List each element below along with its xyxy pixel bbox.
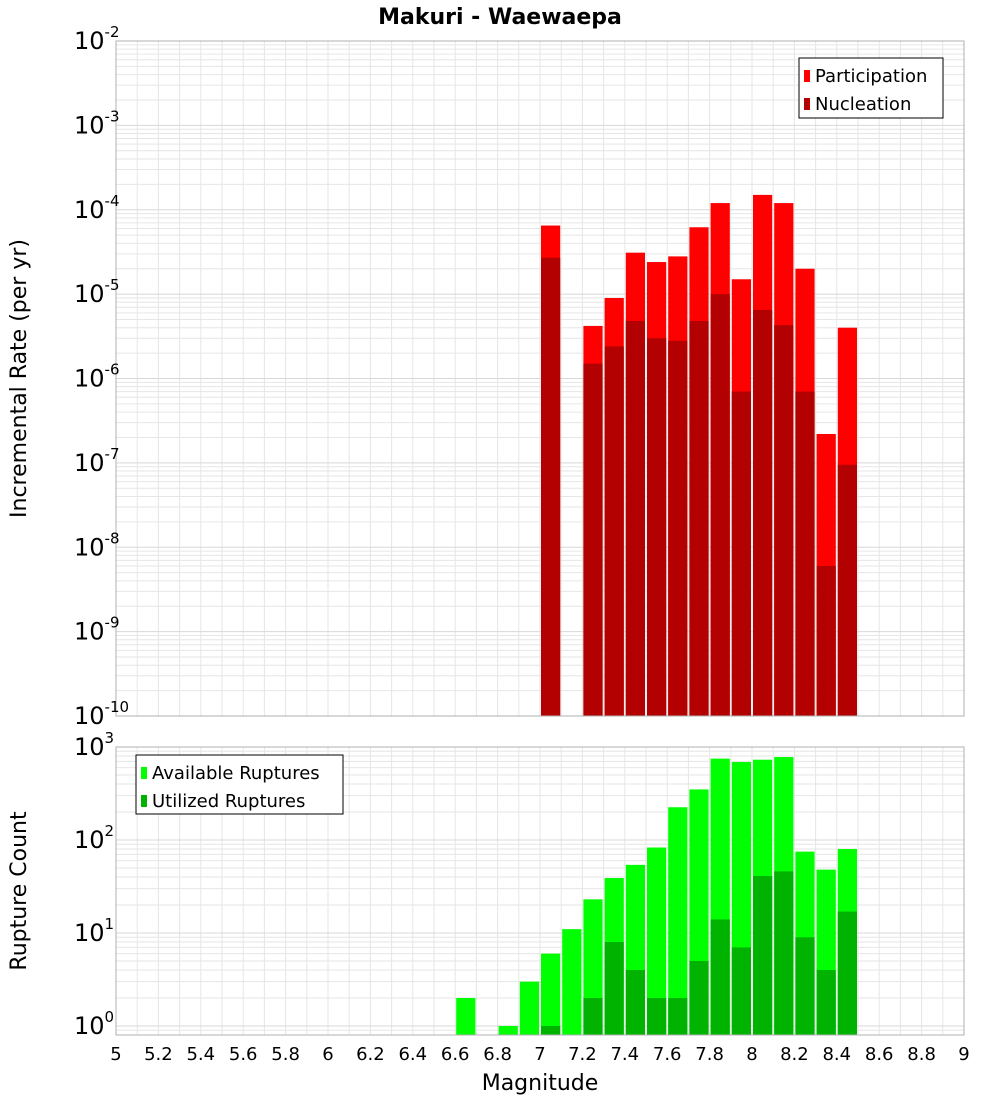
- y-tick-label: 10-9: [74, 614, 120, 646]
- bar-utilized-ruptures: [753, 876, 773, 1035]
- legend-label-nucleation: Nucleation: [815, 94, 911, 115]
- legend-swatch-utilized: [141, 795, 147, 807]
- x-tick-label: 7.4: [610, 1044, 639, 1065]
- x-tick-label: 8.8: [907, 1044, 936, 1065]
- y-tick-label: 10-6: [74, 361, 120, 393]
- bar-nucleation: [604, 346, 624, 716]
- count-legend-box: [135, 754, 344, 815]
- bar-available-ruptures: [668, 807, 688, 1035]
- y-tick-label: 103: [74, 729, 114, 761]
- legend-label-participation: Participation: [815, 66, 927, 87]
- bar-utilized-ruptures: [541, 1025, 561, 1035]
- bar-utilized-ruptures: [795, 937, 815, 1035]
- bar-available-ruptures: [562, 929, 582, 1035]
- count-plot-frame: [115, 746, 965, 1036]
- x-tick-label: 5.8: [271, 1044, 300, 1065]
- bar-utilized-ruptures: [816, 969, 836, 1035]
- bar-nucleation: [647, 338, 667, 716]
- x-tick-label: 8.2: [780, 1044, 809, 1065]
- count-bars: [456, 757, 857, 1035]
- rate-y-axis-label: Incremental Rate (per yr): [7, 239, 32, 518]
- y-tick-label: 10-10: [74, 698, 129, 730]
- x-tick-label: 9: [958, 1044, 969, 1065]
- x-tick-label: 6.2: [356, 1044, 385, 1065]
- x-tick-label: 8.4: [822, 1044, 851, 1065]
- bar-nucleation: [668, 340, 688, 716]
- y-tick-label: 100: [74, 1008, 114, 1040]
- y-tick-label: 10-2: [74, 23, 120, 55]
- bar-utilized-ruptures: [625, 969, 645, 1035]
- rate-gridlines: [115, 41, 965, 717]
- legend-swatch-participation: [804, 70, 810, 82]
- y-tick-label: 10-8: [74, 529, 120, 561]
- x-tick-label: 6.8: [483, 1044, 512, 1065]
- bar-utilized-ruptures: [604, 942, 624, 1035]
- bar-utilized-ruptures: [668, 997, 688, 1035]
- bar-nucleation: [816, 565, 836, 716]
- bar-nucleation: [541, 257, 561, 716]
- bar-nucleation: [583, 363, 603, 716]
- x-tick-label: 5.2: [144, 1044, 173, 1065]
- x-tick-label: 6: [322, 1044, 333, 1065]
- bar-utilized-ruptures: [647, 997, 667, 1035]
- rate-legend-box: [798, 57, 944, 119]
- bar-utilized-ruptures: [774, 871, 794, 1035]
- x-tick-label: 8.6: [865, 1044, 894, 1065]
- bar-nucleation: [795, 391, 815, 716]
- x-tick-label: 7.2: [568, 1044, 597, 1065]
- legend-label-available: Available Ruptures: [152, 763, 320, 784]
- y-tick-label: 10-7: [74, 445, 120, 477]
- x-tick-label: 5.4: [186, 1044, 215, 1065]
- count-panel: 100 101 102 103 Rupture Count Available Rup…: [7, 729, 965, 1040]
- x-tick-label: 7.6: [653, 1044, 682, 1065]
- bar-nucleation: [710, 294, 730, 716]
- rate-bars: [541, 194, 857, 716]
- x-tick-label: 5: [110, 1044, 121, 1065]
- bar-available-ruptures: [519, 981, 539, 1035]
- bar-available-ruptures: [456, 997, 476, 1035]
- bar-nucleation: [753, 309, 773, 716]
- rate-legend: Participation Nucleation: [798, 57, 944, 119]
- bar-utilized-ruptures: [731, 947, 751, 1035]
- count-y-ticks: 100 101 102 103: [74, 729, 114, 1040]
- x-tick-label: 5.6: [229, 1044, 258, 1065]
- bar-utilized-ruptures: [689, 960, 709, 1035]
- chart-title: Makuri - Waewaepa: [378, 5, 622, 30]
- bar-nucleation: [731, 391, 751, 716]
- bar-nucleation: [689, 321, 709, 716]
- bar-nucleation: [625, 321, 645, 716]
- y-tick-label: 10-3: [74, 107, 120, 139]
- bar-available-ruptures: [498, 1025, 518, 1035]
- x-tick-label: 6.6: [441, 1044, 470, 1065]
- bar-utilized-ruptures: [710, 919, 730, 1035]
- x-axis-label: Magnitude: [482, 1071, 599, 1096]
- rate-panel: 10-10 10-9 10-8 10-7 10-6 10-5 10-4 10-3 10-2 In…: [7, 23, 965, 730]
- x-tick-label: 7.8: [695, 1044, 724, 1065]
- bar-nucleation: [837, 464, 857, 716]
- bar-utilized-ruptures: [837, 911, 857, 1035]
- legend-label-utilized: Utilized Ruptures: [152, 791, 305, 812]
- x-ticks: 5 5.2 5.4 5.6 5.8 6 6.2 6.4 6.6 6.8 7 7.2 7.4 7.6 7.8 8…: [110, 1044, 969, 1065]
- y-tick-label: 102: [74, 822, 114, 854]
- bar-available-ruptures: [541, 953, 561, 1035]
- bar-nucleation: [774, 325, 794, 716]
- count-legend: Available Ruptures Utilized Ruptures: [135, 754, 344, 815]
- x-tick-label: 8: [746, 1044, 757, 1065]
- y-tick-label: 10-5: [74, 276, 120, 308]
- legend-swatch-nucleation: [804, 98, 810, 110]
- rate-plot-frame: [115, 40, 965, 717]
- bar-available-ruptures: [647, 847, 667, 1035]
- y-tick-label: 101: [74, 915, 114, 947]
- x-tick-label: 7: [534, 1044, 545, 1065]
- bar-utilized-ruptures: [583, 997, 603, 1035]
- rate-y-ticks: 10-10 10-9 10-8 10-7 10-6 10-5 10-4 10-3 10-2: [74, 23, 129, 730]
- legend-swatch-available: [141, 767, 147, 779]
- count-y-axis-label: Rupture Count: [7, 811, 32, 971]
- y-tick-label: 10-4: [74, 192, 120, 224]
- x-tick-label: 6.4: [398, 1044, 427, 1065]
